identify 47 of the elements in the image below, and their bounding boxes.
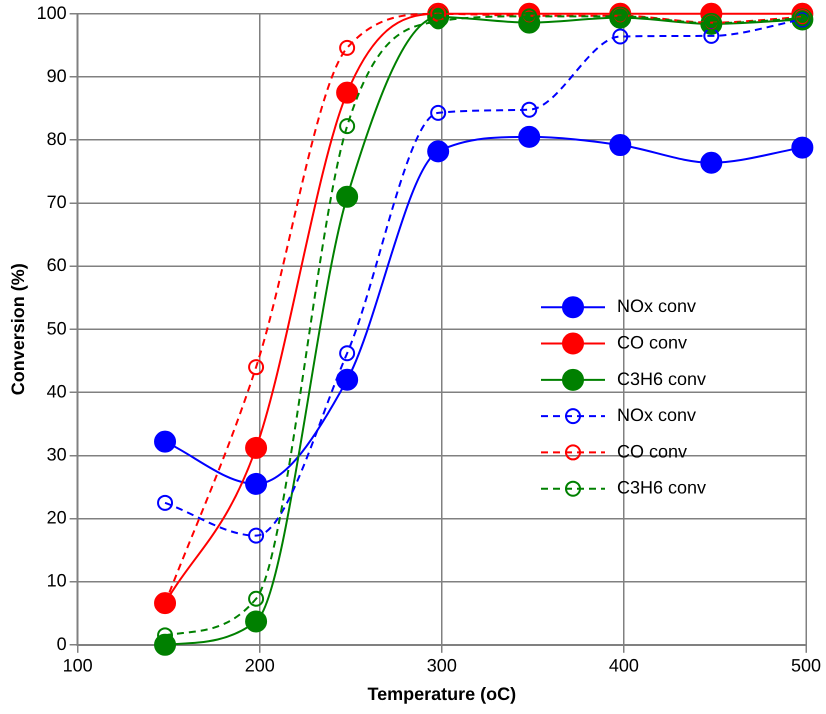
- y-tick-label: 90: [46, 66, 67, 86]
- point: [245, 610, 268, 632]
- point: [612, 28, 628, 45]
- point: [248, 590, 264, 607]
- point: [521, 102, 538, 118]
- legend-label: NOx conv: [617, 296, 696, 316]
- y-tick-label: 70: [46, 192, 67, 212]
- point: [154, 430, 176, 453]
- point: [157, 494, 174, 511]
- point: [703, 28, 720, 44]
- point: [430, 104, 446, 121]
- point: [245, 472, 268, 495]
- y-tick-label: 20: [46, 508, 67, 528]
- y-tick-label: 60: [46, 255, 67, 276]
- point: [609, 134, 632, 156]
- x-tick-label: 500: [790, 656, 822, 676]
- point: [518, 126, 540, 148]
- point: [336, 82, 358, 104]
- x-tick-label: 200: [244, 656, 275, 676]
- y-tick-label: 10: [46, 570, 67, 591]
- legend-label: CO conv: [617, 441, 688, 462]
- point: [339, 118, 356, 134]
- legend-label: CO conv: [617, 332, 688, 352]
- y-tick-label: 50: [46, 318, 67, 338]
- y-tick-label: 0: [56, 634, 67, 654]
- point: [248, 528, 264, 544]
- point: [339, 345, 356, 362]
- point: [427, 140, 450, 162]
- point: [248, 359, 264, 376]
- y-tick-label: 40: [46, 381, 67, 402]
- legend-label: C3H6 conv: [617, 478, 706, 498]
- y-tick-label: 30: [46, 444, 67, 464]
- x-tick-label: 400: [608, 656, 639, 676]
- x-tick-label: 100: [62, 656, 93, 676]
- point: [336, 186, 358, 208]
- y-tick-label: 80: [46, 128, 67, 149]
- y-axis-title: Conversion (%): [8, 263, 28, 396]
- point: [336, 368, 358, 391]
- point: [791, 136, 814, 159]
- y-tick-label: 100: [36, 2, 67, 23]
- point: [339, 40, 356, 56]
- point: [700, 152, 722, 174]
- legend-label: NOx conv: [617, 405, 696, 426]
- x-axis-title: Temperature (oC): [367, 684, 516, 704]
- x-tick-label: 300: [426, 656, 457, 676]
- point: [245, 436, 268, 459]
- legend-label: C3H6 conv: [617, 368, 706, 389]
